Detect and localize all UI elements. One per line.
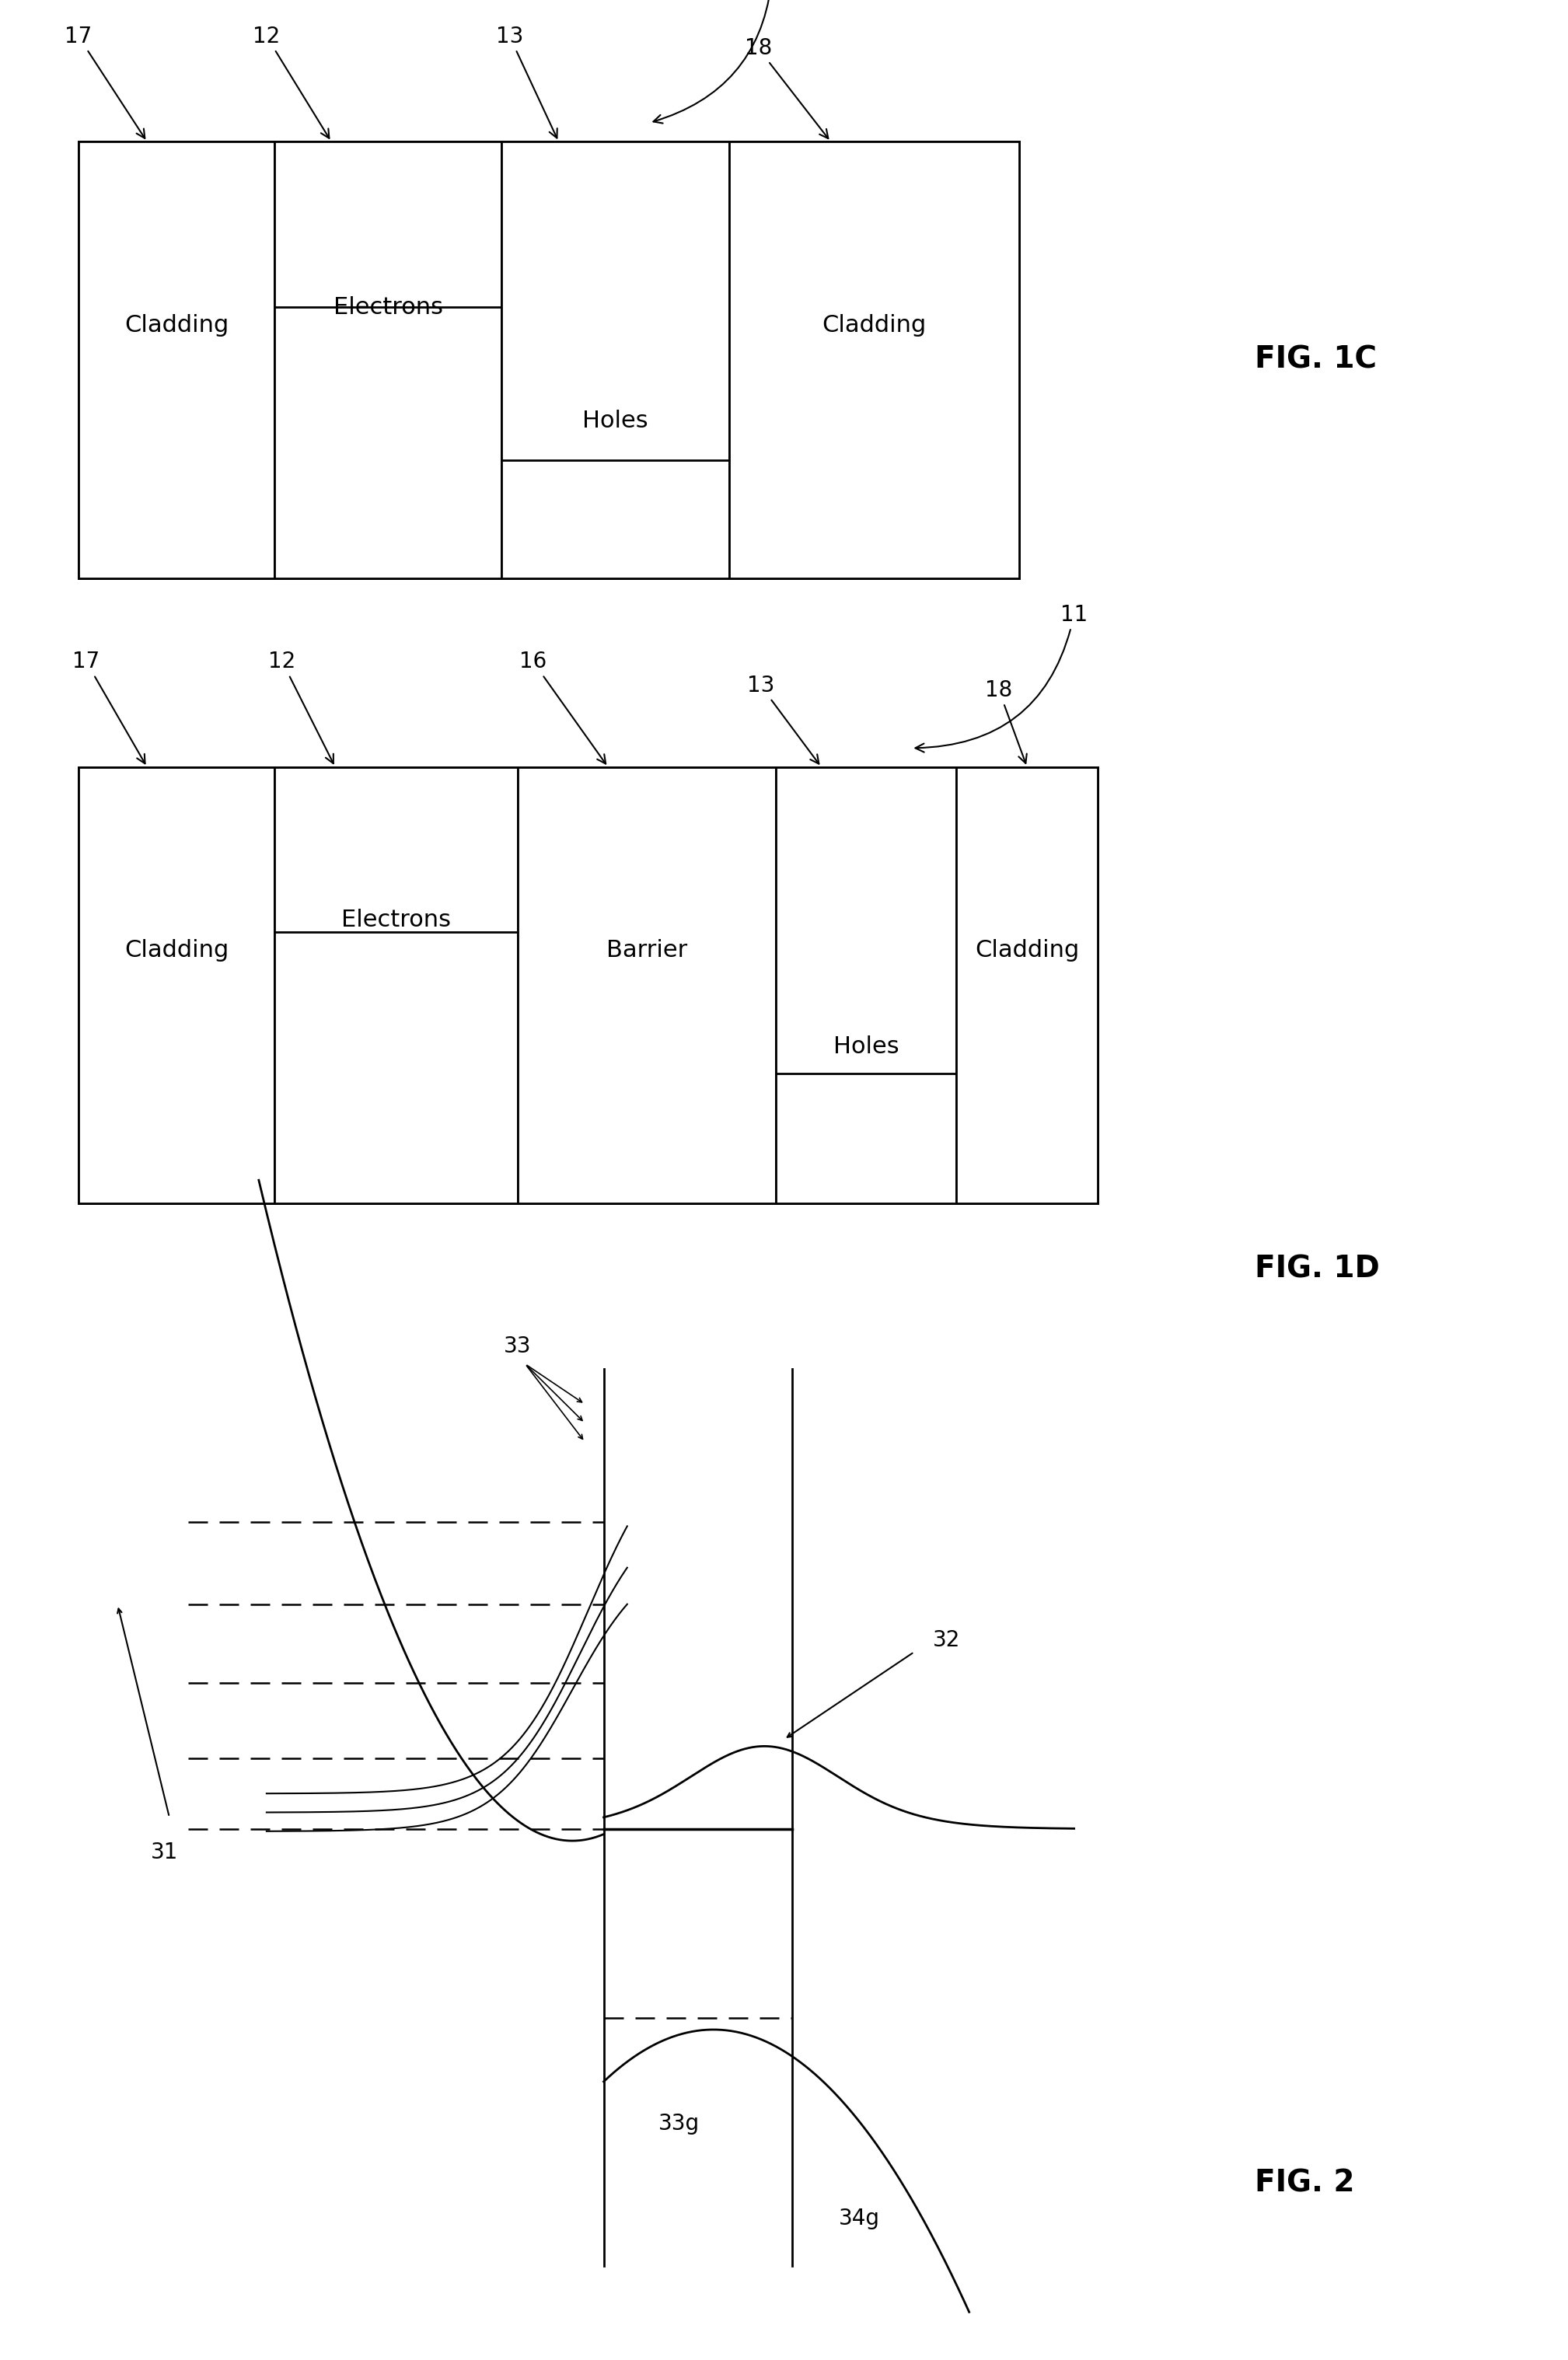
Text: 10: 10: [654, 0, 787, 123]
Text: 17: 17: [72, 651, 144, 765]
Text: FIG. 1D: FIG. 1D: [1254, 1253, 1380, 1284]
Text: 12: 12: [252, 26, 329, 139]
Bar: [956, 767, 1098, 1204]
Text: 12: 12: [268, 651, 334, 762]
Text: 13: 13: [746, 675, 818, 765]
Text: 33: 33: [503, 1336, 532, 1357]
Bar: [274, 142, 502, 578]
Text: 32: 32: [933, 1628, 961, 1652]
Text: Holes: Holes: [583, 411, 648, 432]
Text: 11: 11: [916, 604, 1088, 753]
Bar: [729, 142, 1019, 578]
Text: Barrier: Barrier: [607, 939, 687, 961]
Text: Cladding: Cladding: [975, 939, 1079, 961]
Text: Electrons: Electrons: [334, 297, 442, 319]
Bar: [274, 307, 502, 578]
Bar: [776, 767, 956, 1074]
Bar: [502, 142, 729, 578]
Text: FIG. 1C: FIG. 1C: [1254, 345, 1377, 375]
Text: FIG. 2: FIG. 2: [1254, 2169, 1355, 2197]
Bar: [78, 767, 274, 1204]
Text: Holes: Holes: [834, 1036, 898, 1057]
Text: 17: 17: [64, 26, 144, 139]
Text: 16: 16: [519, 651, 605, 765]
Bar: [776, 767, 956, 1204]
Bar: [274, 767, 517, 1204]
Bar: [78, 767, 1098, 1204]
Text: 31: 31: [151, 1841, 179, 1864]
Bar: [78, 142, 1019, 578]
Text: Cladding: Cladding: [822, 314, 927, 335]
Bar: [517, 767, 776, 1204]
Text: 13: 13: [495, 26, 557, 137]
Bar: [502, 142, 729, 460]
Text: 18: 18: [745, 38, 828, 139]
Text: Cladding: Cladding: [124, 939, 229, 961]
Bar: [274, 932, 517, 1204]
Bar: [78, 142, 274, 578]
Text: 34g: 34g: [839, 2207, 880, 2230]
Text: 18: 18: [985, 680, 1027, 762]
Text: Electrons: Electrons: [342, 909, 450, 932]
Text: Cladding: Cladding: [124, 314, 229, 335]
Text: 33g: 33g: [659, 2112, 699, 2136]
